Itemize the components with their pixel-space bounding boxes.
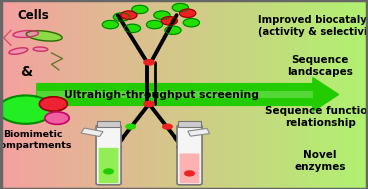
Text: &: & [20, 65, 32, 79]
FancyBboxPatch shape [180, 153, 199, 183]
Text: Ultrahigh-throughput screening: Ultrahigh-throughput screening [64, 90, 259, 99]
Text: Sequence function
relationship: Sequence function relationship [265, 106, 368, 128]
Text: Sequence
landscapes: Sequence landscapes [287, 55, 353, 77]
FancyArrow shape [37, 78, 339, 111]
Circle shape [102, 20, 118, 29]
Circle shape [185, 171, 194, 176]
Text: Improved biocatalysts
(activity & selectivity): Improved biocatalysts (activity & select… [258, 15, 368, 37]
FancyBboxPatch shape [188, 129, 209, 136]
Circle shape [45, 112, 69, 124]
Circle shape [126, 124, 135, 129]
Ellipse shape [26, 31, 62, 41]
Circle shape [172, 3, 188, 12]
Circle shape [39, 97, 67, 111]
FancyBboxPatch shape [81, 128, 103, 136]
Text: Novel
enzymes: Novel enzymes [294, 150, 346, 172]
Bar [178, 121, 201, 127]
Circle shape [146, 20, 163, 29]
Circle shape [165, 26, 181, 34]
Circle shape [113, 13, 130, 21]
Circle shape [0, 95, 53, 124]
Circle shape [121, 11, 137, 19]
Circle shape [144, 101, 154, 107]
Ellipse shape [9, 48, 28, 54]
Circle shape [154, 11, 170, 19]
Text: Cells: Cells [17, 9, 49, 22]
Circle shape [180, 9, 196, 17]
FancyBboxPatch shape [99, 148, 118, 183]
Circle shape [144, 60, 154, 65]
Ellipse shape [33, 47, 48, 51]
Circle shape [163, 124, 172, 129]
Circle shape [104, 169, 113, 174]
Bar [37, 91, 313, 98]
FancyBboxPatch shape [177, 125, 202, 185]
Circle shape [124, 24, 141, 33]
Ellipse shape [13, 31, 39, 37]
Text: Biomimetic
compartments: Biomimetic compartments [0, 130, 72, 150]
Bar [97, 121, 120, 127]
FancyBboxPatch shape [96, 125, 121, 185]
Circle shape [132, 5, 148, 14]
Circle shape [183, 19, 199, 27]
Circle shape [161, 17, 177, 25]
